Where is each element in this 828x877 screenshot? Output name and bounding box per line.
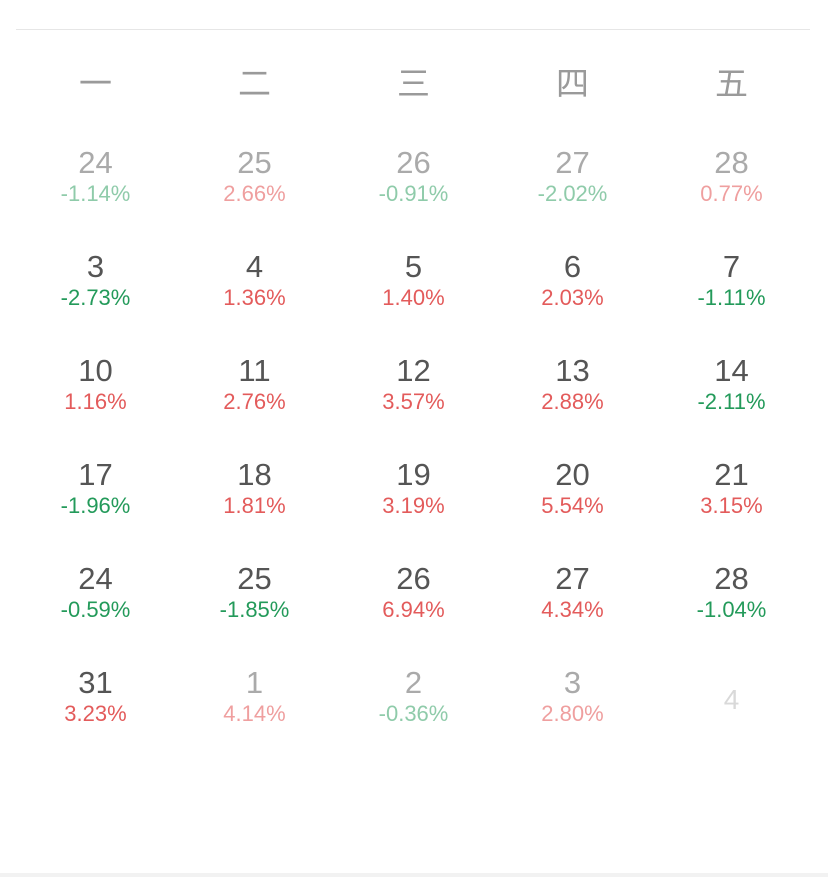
day-number: 28	[714, 145, 749, 180]
day-number: 12	[396, 353, 431, 388]
calendar-day-cell[interactable]: 26 -0.91%	[334, 145, 493, 249]
calendar-day-cell[interactable]: 24 -0.59%	[16, 561, 175, 665]
day-number: 2	[404, 665, 423, 700]
calendar-day-cell[interactable]: 3 2.80%	[493, 665, 652, 769]
calendar-day-cell[interactable]: 12 3.57%	[334, 353, 493, 457]
calendar-day-cell[interactable]: 21 3.15%	[652, 457, 811, 561]
percent-change: 6.94%	[382, 597, 445, 622]
percent-change: -0.36%	[378, 701, 449, 726]
percent-change: 4.34%	[541, 597, 604, 622]
percent-change: -2.11%	[697, 389, 766, 414]
percent-change: 2.80%	[541, 701, 604, 726]
percent-change: 5.54%	[541, 493, 604, 518]
calendar-day-cell[interactable]: 13 2.88%	[493, 353, 652, 457]
calendar-day-cell[interactable]: 11 2.76%	[175, 353, 334, 457]
percent-change: -1.04%	[696, 597, 767, 622]
day-number: 28	[714, 561, 749, 596]
day-number: 4	[723, 684, 740, 715]
calendar-day-cell[interactable]: 25 2.66%	[175, 145, 334, 249]
calendar-day-cell[interactable]: 1 4.14%	[175, 665, 334, 769]
day-number: 27	[555, 561, 590, 596]
day-number: 17	[78, 457, 113, 492]
percent-change: -0.59%	[60, 597, 131, 622]
day-number: 10	[78, 353, 113, 388]
day-number: 20	[555, 457, 590, 492]
percent-change: -1.85%	[219, 597, 290, 622]
percent-change: 2.03%	[541, 285, 604, 310]
day-number: 19	[396, 457, 431, 492]
percent-change: 3.23%	[64, 701, 127, 726]
calendar-day-cell[interactable]: 3 -2.73%	[16, 249, 175, 353]
percent-change: 3.19%	[382, 493, 445, 518]
calendar-day-cell[interactable]: 25 -1.85%	[175, 561, 334, 665]
percent-change: 0.77%	[700, 181, 763, 206]
day-number: 24	[78, 561, 113, 596]
percent-change: 1.16%	[64, 389, 127, 414]
calendar-day-cell[interactable]: 10 1.16%	[16, 353, 175, 457]
day-number: 21	[714, 457, 749, 492]
day-number: 14	[714, 353, 749, 388]
day-number: 13	[555, 353, 590, 388]
day-number: 11	[238, 353, 271, 388]
day-number: 26	[396, 561, 431, 596]
percent-change: -1.14%	[60, 181, 131, 206]
calendar-day-cell[interactable]: 24 -1.14%	[16, 145, 175, 249]
percent-change: -2.02%	[537, 181, 608, 206]
calendar-grid: 24 -1.14% 25 2.66% 26 -0.91% 27 -2.02% 28 0.77% 3-…	[16, 145, 811, 769]
calendar-day-cell: 4	[652, 665, 811, 769]
calendar-day-cell[interactable]: 28 -1.04%	[652, 561, 811, 665]
percent-change: 4.14%	[223, 701, 286, 726]
calendar-day-cell[interactable]: 17 -1.96%	[16, 457, 175, 561]
day-number: 27	[555, 145, 590, 180]
day-number: 7	[722, 249, 741, 284]
calendar-day-cell[interactable]: 28 0.77%	[652, 145, 811, 249]
percent-change: 3.15%	[700, 493, 763, 518]
day-number: 5	[404, 249, 423, 284]
percent-change: 3.57%	[382, 389, 445, 414]
percent-change: -2.73%	[60, 285, 131, 310]
day-number: 26	[396, 145, 431, 180]
calendar-day-cell[interactable]: 20 5.54%	[493, 457, 652, 561]
calendar-day-cell[interactable]: 7 -1.11%	[652, 249, 811, 353]
weekday-tue: 二	[238, 64, 271, 103]
calendar-day-cell[interactable]: 5 1.40%	[334, 249, 493, 353]
percent-change: -0.91%	[378, 181, 449, 206]
percent-change: 2.66%	[223, 181, 286, 206]
percent-change: -1.96%	[60, 493, 131, 518]
day-number: 1	[245, 665, 264, 700]
percent-change: 2.76%	[223, 389, 286, 414]
weekday-mon: 一	[79, 64, 112, 103]
calendar-day-cell[interactable]: 27 -2.02%	[493, 145, 652, 249]
calendar-day-cell[interactable]: 6 2.03%	[493, 249, 652, 353]
calendar-day-cell[interactable]: 18 1.81%	[175, 457, 334, 561]
calendar-day-cell[interactable]: 26 6.94%	[334, 561, 493, 665]
percent-change: 1.81%	[223, 493, 286, 518]
weekday-fri: 五	[715, 64, 748, 103]
weekday-wed: 三	[397, 64, 430, 103]
bottom-divider	[0, 873, 828, 877]
day-number: 4	[245, 249, 264, 284]
percent-change: 1.40%	[382, 285, 445, 310]
day-number: 25	[237, 561, 272, 596]
day-number: 3	[563, 665, 582, 700]
day-number: 25	[237, 145, 272, 180]
calendar-day-cell[interactable]: 31 3.23%	[16, 665, 175, 769]
day-number: 3	[86, 249, 105, 284]
percent-change: 2.88%	[541, 389, 604, 414]
weekday-header: 一 二 三 四 五	[16, 62, 811, 106]
calendar-day-cell[interactable]: 27 4.34%	[493, 561, 652, 665]
calendar-day-cell[interactable]: 4 1.36%	[175, 249, 334, 353]
calendar-day-cell[interactable]: 19 3.19%	[334, 457, 493, 561]
calendar-day-cell[interactable]: 14 -2.11%	[652, 353, 811, 457]
weekday-thu: 四	[556, 64, 589, 103]
day-number: 31	[78, 665, 113, 700]
top-divider	[16, 29, 810, 30]
percent-change: -1.11%	[697, 285, 766, 310]
percent-change: 1.36%	[223, 285, 286, 310]
calendar-day-cell[interactable]: 2 -0.36%	[334, 665, 493, 769]
day-number: 18	[237, 457, 272, 492]
day-number: 24	[78, 145, 113, 180]
day-number: 6	[563, 249, 582, 284]
